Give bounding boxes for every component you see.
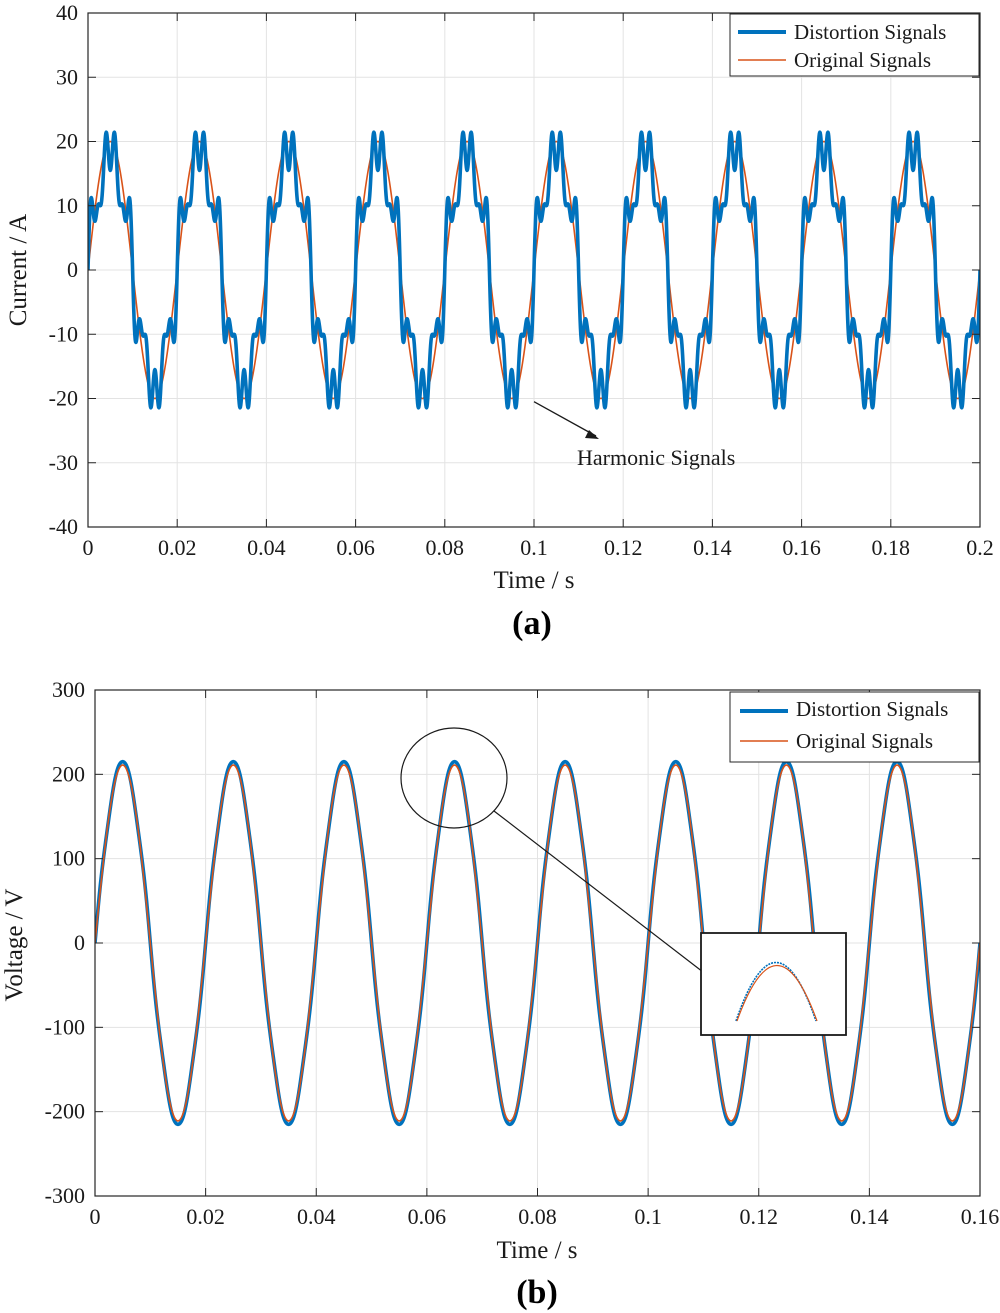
x-tick-label: 0.12 [740,1204,779,1229]
x-tick-label: 0 [90,1204,101,1229]
y-tick-label: -40 [49,514,78,539]
panel-b-chart: 0 0.02 0.04 0.06 0.08 0.1 0.12 0.14 0.16 -300 -200… [1,677,999,1311]
series-distortion-line [88,130,980,410]
zoom-inset-box [700,932,847,1036]
x-tick-label: 0.16 [782,535,821,560]
panel-b-xlabel: Time / s [496,1237,577,1264]
x-tick-label: 0.02 [158,535,197,560]
panel-b-ylabel: Voltage / V [1,889,28,1002]
zoom-connector-line [493,810,704,973]
panel-a-ylabel: Current / A [5,214,32,327]
y-tick-label: 10 [56,193,78,218]
panel-b-legend-label-original: Original Signals [796,729,933,753]
y-tick-label: 0 [67,257,78,282]
y-tick-label: 300 [52,677,85,702]
x-tick-label: 0.06 [336,535,375,560]
series-original-line [95,764,980,1122]
panel-a-annotation: Harmonic Signals [533,401,735,470]
panel-b-series-group [95,759,980,1127]
x-tick-label: 0.08 [518,1204,557,1229]
y-tick-label: 20 [56,129,78,154]
zoom-inset [700,932,847,1036]
x-tick-label: 0 [83,535,94,560]
panel-a-chart: 0 0.02 0.04 0.06 0.08 0.1 0.12 0.14 0.16 0.18 0.2 -… [5,0,994,642]
panel-b-label: (b) [516,1274,558,1311]
x-tick-label: 0.04 [247,535,286,560]
x-tick-label: 0.16 [961,1204,1000,1229]
panel-b-ticks: 0 0.02 0.04 0.06 0.08 0.1 0.12 0.14 0.16 -300 -200… [45,677,1000,1229]
x-tick-label: 0.14 [850,1204,889,1229]
y-tick-label: -10 [49,321,78,346]
zoom-inset-original-curve [736,964,818,1022]
panel-b-legend: Distortion Signals Original Signals [729,691,980,763]
x-tick-label: 0.08 [426,535,465,560]
panel-a-label: (a) [512,605,552,642]
x-tick-label: 0.12 [604,535,643,560]
annotation-arrow-head [585,430,599,439]
y-tick-label: 40 [56,0,78,25]
panel-a-legend-label-distortion: Distortion Signals [794,20,946,44]
panel-a-xlabel: Time / s [493,567,574,594]
y-tick-label: -200 [45,1099,85,1124]
x-tick-label: 0.02 [186,1204,225,1229]
x-tick-label: 0.18 [872,535,911,560]
y-tick-label: -30 [49,450,78,475]
y-tick-label: 0 [74,930,85,955]
x-tick-label: 0.04 [297,1204,336,1229]
x-tick-label: 0.1 [634,1204,662,1229]
panel-a-legend: Distortion Signals Original Signals [729,13,980,77]
x-tick-label: 0.14 [693,535,732,560]
y-tick-label: 30 [56,64,78,89]
x-tick-label: 0.1 [520,535,548,560]
panel-a-legend-label-original: Original Signals [794,48,931,72]
panel-b-legend-box [729,691,980,763]
annotation-arrow-line [533,401,597,437]
y-tick-label: 100 [52,846,85,871]
panel-a-series-group [88,130,980,410]
y-tick-label: -100 [45,1014,85,1039]
panel-a-legend-box [729,13,980,77]
annotation-harmonic-signals: Harmonic Signals [577,445,735,470]
y-tick-label: 200 [52,761,85,786]
x-tick-label: 0.2 [966,535,994,560]
panel-a-ticks: 0 0.02 0.04 0.06 0.08 0.1 0.12 0.14 0.16 0.18 0.2 -… [49,0,994,560]
y-tick-label: -300 [45,1183,85,1208]
zoom-circle [400,727,508,829]
x-tick-label: 0.06 [408,1204,447,1229]
y-tick-label: -20 [49,386,78,411]
panel-b-legend-label-distortion: Distortion Signals [796,697,948,721]
